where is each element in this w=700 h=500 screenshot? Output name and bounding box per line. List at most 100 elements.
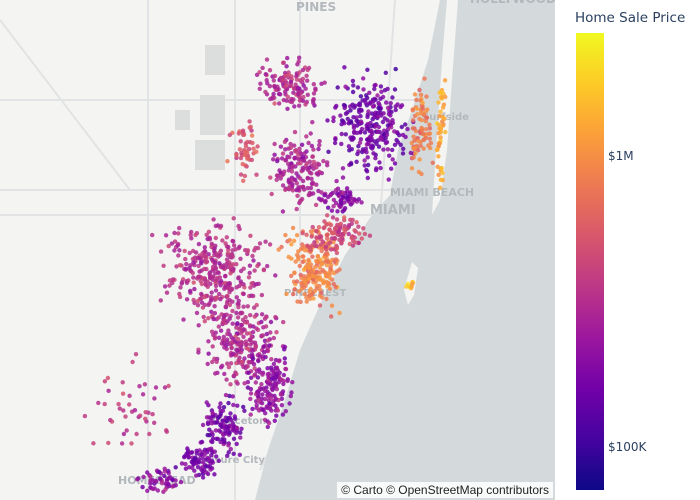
home-sale-point[interactable] [238, 311, 243, 316]
home-sale-point[interactable] [334, 269, 339, 274]
home-sale-point[interactable] [300, 231, 305, 236]
home-sale-point[interactable] [440, 170, 445, 176]
home-sale-point[interactable] [354, 220, 359, 225]
home-sale-point[interactable] [262, 350, 267, 355]
home-sale-point[interactable] [430, 160, 435, 165]
home-sale-point[interactable] [264, 57, 270, 62]
home-sale-point[interactable] [298, 176, 303, 181]
home-sale-point[interactable] [242, 152, 248, 158]
home-sale-point[interactable] [409, 166, 415, 171]
home-sale-point[interactable] [217, 261, 222, 266]
home-sale-point[interactable] [150, 486, 156, 492]
home-sale-point[interactable] [292, 104, 297, 109]
home-sale-point[interactable] [127, 393, 132, 398]
home-sale-point[interactable] [245, 249, 250, 254]
home-sale-point[interactable] [372, 86, 377, 92]
home-sale-point[interactable] [210, 257, 215, 262]
home-sale-point[interactable] [360, 147, 366, 152]
home-sale-point[interactable] [354, 118, 359, 123]
home-sale-point[interactable] [179, 461, 185, 466]
home-sale-point[interactable] [356, 144, 361, 149]
home-sale-point[interactable] [312, 243, 318, 249]
home-sale-point[interactable] [268, 319, 274, 325]
home-sale-point[interactable] [256, 394, 261, 399]
home-sale-point[interactable] [314, 182, 319, 187]
home-sale-point[interactable] [255, 263, 260, 269]
home-sale-point[interactable] [302, 291, 307, 297]
home-sale-point[interactable] [355, 123, 360, 128]
home-sale-point[interactable] [109, 419, 115, 424]
home-sale-point[interactable] [310, 120, 315, 125]
home-sale-point[interactable] [284, 83, 289, 88]
home-sale-point[interactable] [221, 422, 226, 428]
home-sale-point[interactable] [298, 199, 303, 204]
home-sale-point[interactable] [277, 168, 282, 173]
home-sale-point[interactable] [209, 294, 214, 300]
home-sale-point[interactable] [218, 296, 223, 302]
home-sale-point[interactable] [217, 428, 222, 433]
home-sale-point[interactable] [369, 135, 374, 141]
home-sale-point[interactable] [323, 252, 328, 257]
home-sale-point[interactable] [229, 345, 234, 350]
home-sale-point[interactable] [289, 96, 294, 102]
home-sale-point[interactable] [342, 206, 348, 211]
home-sale-point[interactable] [272, 381, 278, 386]
home-sale-point[interactable] [197, 269, 202, 274]
home-sale-point[interactable] [200, 460, 206, 465]
home-sale-point[interactable] [220, 265, 226, 270]
home-sale-point[interactable] [331, 115, 336, 120]
home-sale-point[interactable] [220, 363, 225, 368]
home-sale-point[interactable] [439, 89, 444, 95]
home-sale-point[interactable] [310, 180, 315, 185]
home-sale-point[interactable] [231, 402, 236, 408]
home-sale-point[interactable] [91, 441, 96, 446]
home-sale-point[interactable] [324, 247, 329, 252]
home-sale-point[interactable] [177, 248, 182, 253]
home-sale-point[interactable] [209, 466, 215, 471]
home-sale-point[interactable] [358, 137, 364, 142]
home-sale-point[interactable] [157, 476, 163, 481]
home-sale-point[interactable] [381, 111, 386, 116]
home-sale-point[interactable] [221, 334, 226, 340]
home-sale-point[interactable] [306, 263, 311, 268]
home-sale-point[interactable] [415, 148, 421, 153]
home-sale-point[interactable] [230, 238, 235, 244]
home-sale-point[interactable] [206, 302, 211, 308]
home-sale-point[interactable] [189, 229, 194, 235]
home-sale-point[interactable] [310, 273, 316, 279]
home-sale-point[interactable] [332, 235, 337, 241]
home-sale-point[interactable] [290, 225, 296, 231]
home-sale-point[interactable] [217, 275, 223, 280]
home-sale-point[interactable] [403, 122, 408, 127]
home-sale-point[interactable] [178, 285, 183, 290]
home-sale-point[interactable] [329, 314, 334, 319]
home-sale-point[interactable] [249, 133, 255, 138]
home-sale-point[interactable] [229, 252, 234, 257]
home-sale-point[interactable] [319, 248, 324, 254]
home-sale-point[interactable] [194, 451, 199, 456]
home-sale-point[interactable] [222, 371, 227, 377]
home-sale-point[interactable] [400, 132, 406, 138]
home-sale-point[interactable] [287, 155, 292, 160]
home-sale-point[interactable] [264, 331, 269, 337]
home-sale-point[interactable] [405, 126, 410, 132]
home-sale-point[interactable] [268, 175, 273, 180]
home-sale-point[interactable] [344, 186, 350, 191]
home-sale-point[interactable] [370, 131, 375, 137]
home-sale-point[interactable] [246, 275, 252, 280]
home-sale-point[interactable] [319, 197, 325, 202]
home-sale-point[interactable] [351, 125, 357, 130]
home-sale-point[interactable] [192, 286, 197, 292]
home-sale-point[interactable] [313, 202, 319, 208]
home-sale-point[interactable] [259, 319, 264, 325]
home-sale-point[interactable] [96, 400, 101, 406]
home-sale-point[interactable] [325, 213, 330, 218]
home-sale-point[interactable] [116, 401, 121, 407]
home-sale-point[interactable] [342, 215, 347, 220]
home-sale-point[interactable] [257, 241, 263, 246]
home-sale-point[interactable] [239, 360, 244, 365]
home-sale-point[interactable] [420, 100, 425, 106]
home-sale-point[interactable] [294, 252, 300, 258]
home-sale-point[interactable] [214, 436, 219, 441]
home-sale-point[interactable] [191, 260, 196, 265]
